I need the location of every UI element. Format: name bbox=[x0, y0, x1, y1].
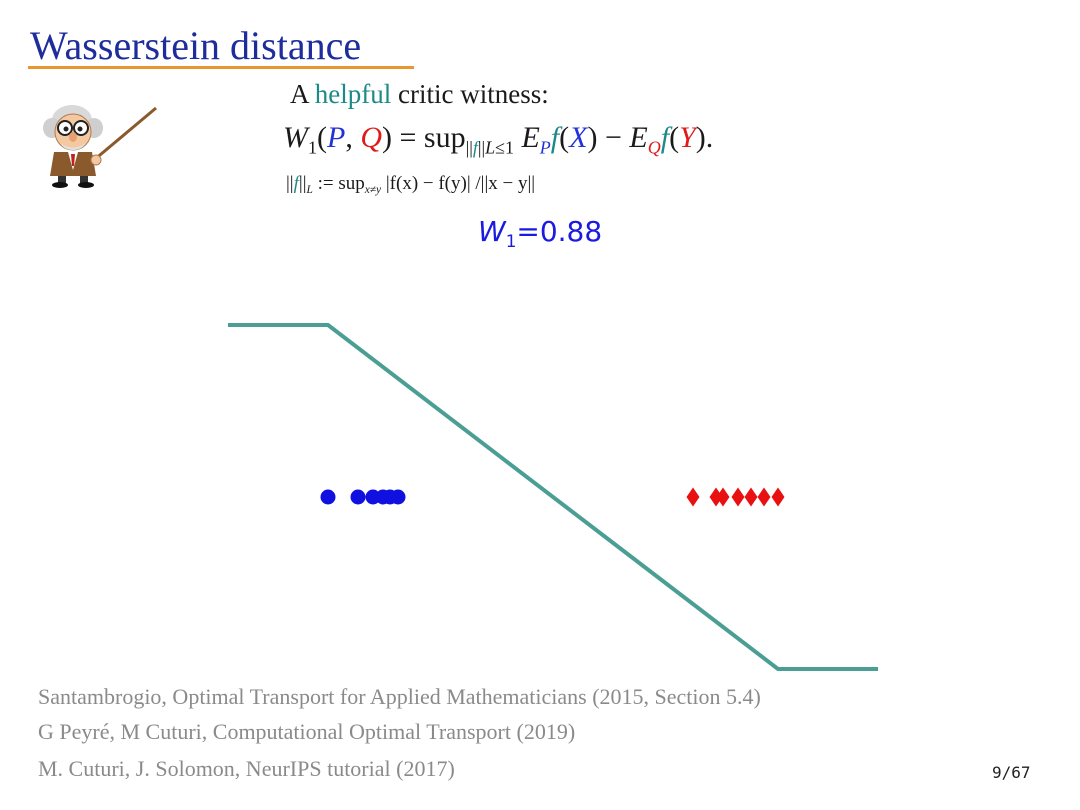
reference-cuturi-solomon: M. Cuturi, J. Solomon, NeurIPS tutorial … bbox=[38, 756, 455, 781]
q-sample-point bbox=[771, 487, 785, 507]
q-sample-point bbox=[744, 487, 758, 507]
q-sample-point bbox=[686, 487, 700, 507]
critic-function-line bbox=[228, 323, 878, 671]
professor-icon bbox=[43, 105, 157, 188]
p-sample-point bbox=[390, 489, 406, 505]
helpful-highlight: helpful bbox=[314, 79, 392, 109]
wasserstein-formula: W1(P, Q) = sup||f||L≤1 EPf(X) − EQf(Y). bbox=[283, 121, 714, 158]
q-sample-point bbox=[731, 487, 745, 507]
page-number: 9/67 bbox=[992, 763, 1031, 782]
q-sample-point bbox=[716, 487, 730, 507]
p-sample-point bbox=[320, 489, 336, 505]
p-sample-point bbox=[350, 489, 366, 505]
q-sample-point bbox=[709, 487, 723, 507]
title-underline bbox=[28, 66, 414, 69]
w1-value-label: W1=0.88 bbox=[478, 215, 603, 251]
reference-santambrogio: Santambrogio, Optimal Transport for Appl… bbox=[38, 684, 761, 709]
intro-text: A helpful critic witness: bbox=[290, 79, 549, 109]
reference-peyre-cuturi: G Peyré, M Cuturi, Computational Optimal… bbox=[38, 719, 576, 744]
slide-title: Wasserstein distance bbox=[30, 23, 362, 68]
lipschitz-definition: ||f||L := supx≠y |f(x) − f(y)| /||x − y|… bbox=[286, 173, 536, 196]
q-sample-point bbox=[757, 487, 771, 507]
